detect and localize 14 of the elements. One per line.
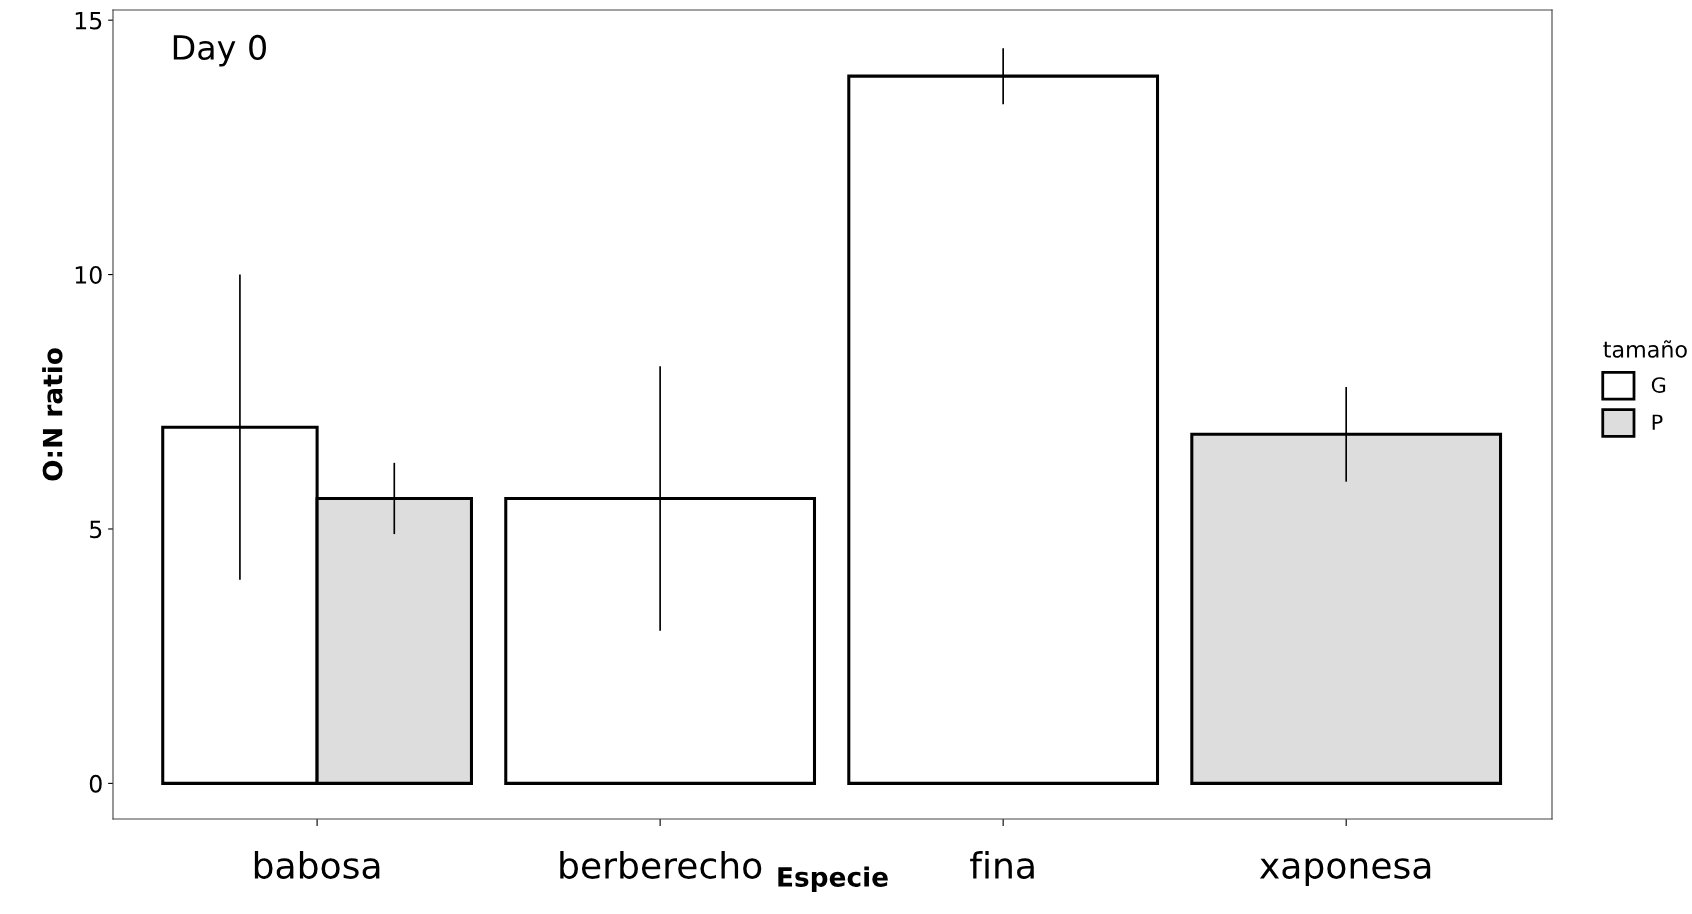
x-tick-label: xaponesa [1259, 858, 1431, 886]
legend-title: tamaño [1603, 340, 1687, 358]
legend-label: G [1651, 377, 1666, 393]
x-tick-label: fina [970, 850, 1034, 879]
y-tick-label: 15 [75, 11, 102, 30]
x-axis-title: Especie [778, 866, 888, 892]
annotation: Day 0 [173, 34, 266, 67]
y-tick-label: 10 [75, 266, 102, 284]
x-tick-label: berberecho [560, 850, 762, 879]
legend-label: P [1652, 414, 1663, 430]
x-tick-label: babosa [254, 850, 380, 879]
y-axis-title: O:N ratio [42, 348, 63, 481]
y-tick-label: 5 [90, 520, 102, 539]
y-tick-label: 0 [89, 774, 102, 793]
